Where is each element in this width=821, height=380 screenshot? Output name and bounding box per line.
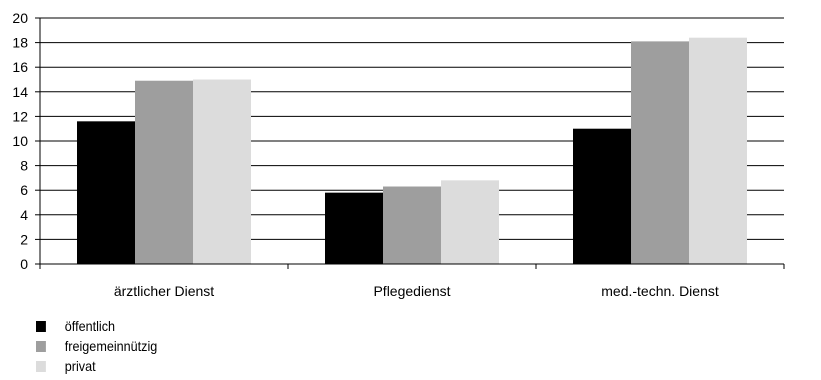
y-tick-label-8: 8 (20, 158, 28, 174)
y-tick-label-12: 12 (12, 108, 28, 124)
bar-2-1 (135, 80, 193, 264)
legend-label-privat: privat (64, 358, 96, 374)
y-tick-label-4: 4 (20, 207, 28, 223)
legend-swatch-freigemeinnuetzig (36, 340, 46, 352)
y-tick-label-16: 16 (12, 59, 28, 75)
bar-1-3 (573, 128, 631, 264)
legend-label-freigemeinnuetzig: freigemeinnützig (64, 338, 158, 354)
bar-2-2 (383, 186, 441, 264)
bar-1-1 (77, 121, 135, 264)
bar-3-2 (441, 180, 499, 264)
x-tick-label-3: med.-techn. Dienst (601, 283, 719, 299)
y-tick-label-6: 6 (20, 182, 28, 198)
bar-2-3 (631, 41, 689, 265)
axes (35, 17, 785, 269)
y-tick-label-0: 0 (20, 256, 28, 272)
x-axis-tick-labels: ärztlicher Dienst Pflegedienst med.-techn.… (114, 283, 719, 299)
bars (77, 37, 747, 265)
x-tick-label-2: Pflegedienst (373, 283, 450, 299)
legend-swatch-privat (36, 360, 46, 372)
legend: öffentlich freigemeinnützig privat (36, 316, 157, 376)
y-tick-label-2: 2 (20, 231, 28, 247)
bar-1-2 (325, 192, 383, 264)
y-tick-label-20: 20 (12, 10, 28, 26)
legend-label-oeffentlich: öffentlich (64, 318, 116, 334)
legend-item-oeffentlich: öffentlich (36, 316, 157, 336)
legend-swatch-oeffentlich (36, 320, 46, 332)
y-tick-label-18: 18 (12, 35, 28, 51)
y-tick-label-10: 10 (12, 133, 28, 149)
bar-3-1 (193, 79, 251, 264)
y-axis-tick-labels: 0 2 4 6 8 10 12 14 16 18 20 (12, 10, 28, 272)
legend-item-freigemeinnuetzig: freigemeinnützig (36, 336, 157, 356)
x-tick-label-1: ärztlicher Dienst (114, 283, 214, 299)
legend-item-privat: privat (36, 356, 157, 376)
bar-3-3 (689, 37, 747, 265)
y-tick-label-14: 14 (12, 84, 28, 100)
